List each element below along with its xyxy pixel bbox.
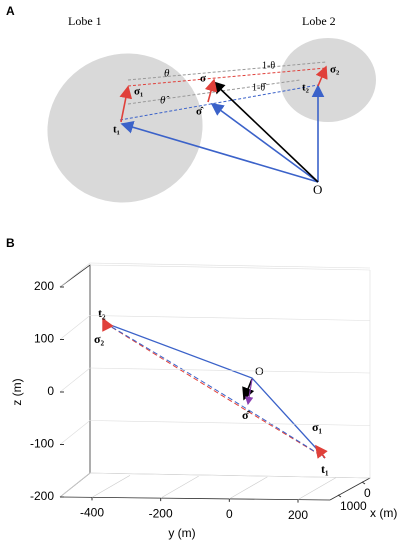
- axis-title: y (m): [168, 526, 195, 540]
- z-tick-label: -100: [30, 437, 54, 451]
- lobe: [47, 53, 203, 203]
- label: t₂: [302, 82, 310, 94]
- label: t₂: [98, 306, 106, 320]
- grid-line: [59, 367, 91, 393]
- panel-b: B t₂ σ₂ O σ̂ σ₁ t₁ z (m) y (m) x (m) 200…: [6, 236, 397, 540]
- grid-line: [59, 262, 91, 288]
- x-tick-label: 1000: [340, 499, 367, 513]
- label: σ₁: [134, 86, 143, 98]
- label: σ̂: [242, 408, 251, 422]
- vector: [315, 444, 328, 459]
- y-tick-label: -400: [80, 506, 104, 520]
- label: O: [313, 182, 322, 197]
- label: σ₁: [312, 420, 323, 434]
- grid-line: [89, 472, 371, 479]
- guide: [119, 84, 319, 121]
- y-tick-label: -200: [149, 506, 173, 520]
- grid-line: [160, 475, 199, 499]
- label: t₁: [321, 462, 329, 476]
- grid-line: [59, 472, 91, 498]
- vector: [244, 378, 254, 406]
- lobe-label: Lobe 2: [302, 14, 336, 28]
- tick: [361, 481, 366, 485]
- axis: [329, 477, 371, 501]
- guide: [127, 61, 327, 81]
- label: t₁: [113, 124, 120, 136]
- y-tick-label: 0: [226, 507, 233, 521]
- axis: [59, 496, 331, 501]
- panel-label: A: [6, 4, 15, 18]
- z-tick-label: 100: [34, 332, 54, 346]
- label: 1-θ: [262, 60, 275, 71]
- lobe: [280, 38, 376, 122]
- trajectory: [104, 322, 326, 459]
- label: σ₂: [330, 64, 340, 76]
- grid-line: [59, 420, 91, 445]
- label: 1-θ̂: [252, 82, 267, 93]
- panel-label: B: [6, 236, 15, 250]
- grid-line: [89, 420, 371, 426]
- axis-box: [59, 264, 91, 498]
- wall: [89, 264, 371, 271]
- vector: [102, 317, 114, 332]
- vector: [211, 80, 319, 183]
- z-tick-label: 200: [34, 279, 54, 293]
- label: θ̂: [160, 95, 170, 107]
- vector: [204, 78, 218, 103]
- grid-line: [89, 367, 371, 374]
- label: σ: [200, 73, 206, 85]
- lobe-label: Lobe 1: [68, 14, 102, 28]
- label: σ̂: [196, 106, 204, 118]
- vector: [315, 65, 328, 87]
- vector: [119, 85, 133, 123]
- x-tick-label: 0: [364, 486, 371, 500]
- vector: [120, 121, 319, 183]
- vector: [210, 103, 319, 183]
- panel-a: A Lobe 1 Lobe 2 θ 1-θ θ̂ 1-θ̂ σ σ̂ σ₁ σ₂…: [6, 4, 376, 203]
- vector: [242, 378, 255, 401]
- grid-line: [89, 262, 371, 269]
- grid-line: [89, 315, 371, 321]
- axis-title: x (m): [370, 506, 397, 520]
- grid-line: [91, 475, 131, 498]
- z-tick-label: -200: [30, 489, 54, 503]
- grid-line: [59, 315, 91, 340]
- tick: [337, 494, 342, 498]
- y-tick-label: 200: [288, 508, 308, 522]
- guide: [127, 67, 327, 87]
- axis-title: z (m): [10, 378, 24, 405]
- grid-line: [297, 477, 337, 500]
- trajectory: [104, 322, 326, 459]
- label: θ: [164, 68, 170, 80]
- z-tick-label: 0: [47, 384, 54, 398]
- label: σ₂: [94, 332, 105, 346]
- grid-line: [229, 476, 268, 500]
